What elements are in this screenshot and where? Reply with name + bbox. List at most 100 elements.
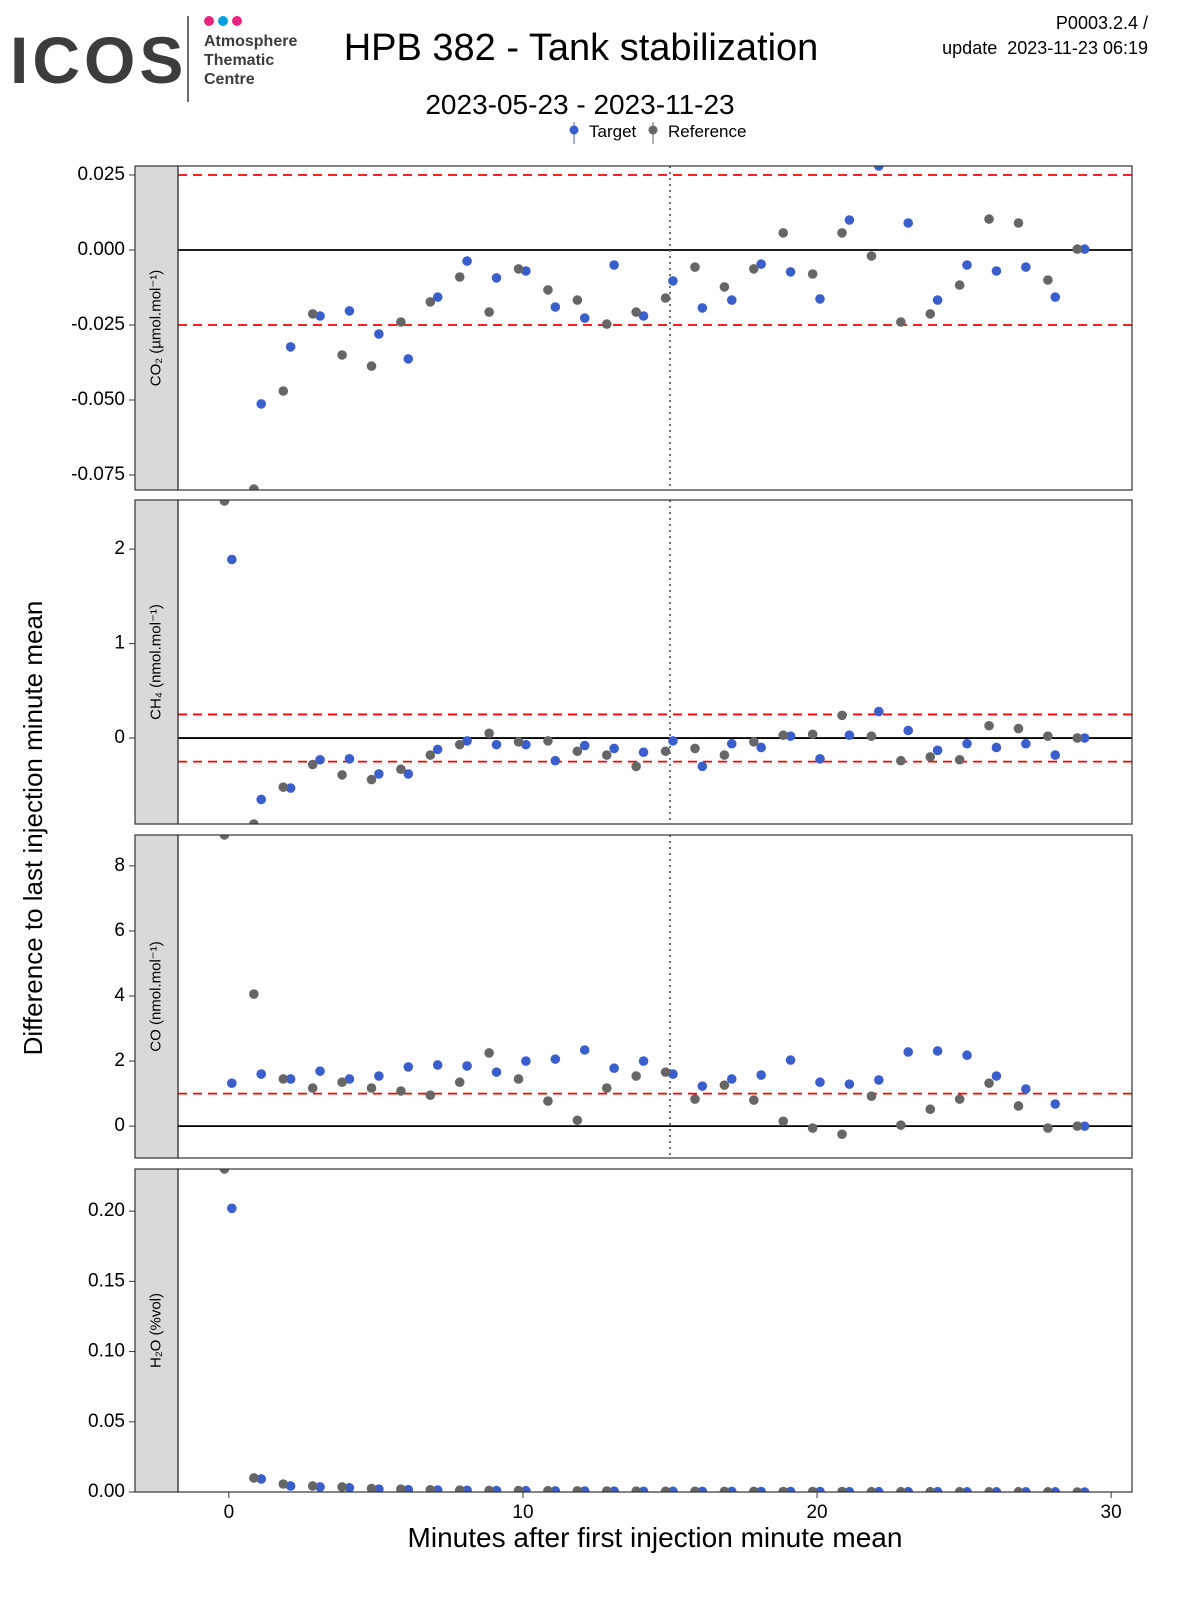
- point: [543, 736, 553, 746]
- point: [954, 1094, 965, 1104]
- point: [315, 1482, 325, 1492]
- y-tick-label: 0: [114, 727, 125, 748]
- logo-text: Atmosphere: [204, 33, 297, 50]
- y-tick-label: 8: [114, 855, 125, 876]
- point: [491, 739, 502, 750]
- point: [719, 282, 730, 292]
- point: [227, 1078, 237, 1088]
- point: [807, 269, 818, 279]
- point: [219, 835, 230, 840]
- point: [807, 729, 818, 740]
- point: [631, 1071, 641, 1081]
- strip-label: CH₄ (nmol.mol⁻¹): [147, 604, 164, 720]
- point: [344, 1482, 355, 1492]
- point: [1013, 1101, 1024, 1111]
- point: [991, 1487, 1002, 1492]
- point: [1043, 1123, 1053, 1133]
- point: [344, 754, 355, 764]
- point: [984, 1487, 994, 1492]
- point: [1072, 733, 1083, 743]
- point: [719, 750, 730, 760]
- point: [932, 1486, 943, 1492]
- y-tick-label: 6: [114, 920, 125, 941]
- point: [660, 293, 671, 303]
- point: [256, 1474, 267, 1484]
- point: [579, 313, 590, 323]
- point: [1079, 1487, 1090, 1492]
- point: [513, 264, 524, 274]
- panel-border: [177, 834, 1133, 1159]
- point: [660, 746, 671, 757]
- point: [638, 747, 649, 758]
- point: [249, 989, 259, 999]
- point: [425, 1090, 436, 1101]
- point: [1013, 1487, 1024, 1492]
- point: [807, 1123, 818, 1133]
- x-tick-label: 20: [806, 1502, 827, 1523]
- update: update 2023-11-23 06:19: [942, 38, 1148, 58]
- point: [697, 761, 708, 772]
- point: [1043, 275, 1053, 285]
- point: [697, 303, 708, 313]
- y-tick-label: -0.075: [71, 464, 125, 485]
- logo-dot: [232, 16, 242, 26]
- point: [374, 1071, 384, 1081]
- version: P0003.2.4 /: [1056, 13, 1148, 33]
- chart-title: HPB 382 - Tank stabilization: [344, 27, 819, 69]
- point: [396, 764, 406, 775]
- point: [1013, 723, 1024, 734]
- point: [719, 1486, 730, 1492]
- point: [749, 737, 759, 747]
- point: [690, 1094, 700, 1104]
- point: [1021, 738, 1031, 749]
- y-tick-label: 4: [114, 985, 125, 1006]
- point: [249, 1473, 259, 1483]
- point: [690, 1486, 700, 1492]
- panel: [178, 500, 1132, 824]
- point: [550, 1486, 561, 1492]
- point: [432, 1060, 443, 1070]
- point: [1050, 750, 1061, 760]
- point: [601, 319, 612, 329]
- point: [425, 297, 436, 307]
- point: [491, 273, 502, 283]
- point: [579, 740, 590, 751]
- strip-label: CO₂ (µmol.mol⁻¹): [147, 270, 164, 387]
- point: [697, 1486, 708, 1492]
- point: [579, 1486, 590, 1492]
- point: [579, 1045, 590, 1055]
- point: [1079, 733, 1090, 743]
- point: [631, 1486, 641, 1492]
- point: [866, 1486, 877, 1492]
- point: [756, 742, 766, 753]
- point: [249, 484, 259, 490]
- point: [462, 1061, 472, 1071]
- point: [984, 214, 994, 224]
- point: [962, 1050, 972, 1061]
- point: [896, 755, 906, 766]
- point: [344, 306, 355, 316]
- point: [925, 1486, 936, 1492]
- point: [719, 1080, 730, 1090]
- point: [991, 1071, 1002, 1081]
- point: [903, 725, 914, 736]
- y-tick-label: 0.00: [88, 1481, 125, 1502]
- point: [403, 1484, 414, 1492]
- point: [484, 728, 494, 739]
- point: [991, 266, 1002, 276]
- point: [550, 302, 561, 312]
- point: [638, 311, 649, 321]
- point: [425, 1484, 436, 1492]
- point: [513, 737, 524, 747]
- point: [454, 1077, 465, 1088]
- point: [778, 228, 789, 238]
- point: [668, 276, 678, 286]
- point: [631, 761, 641, 772]
- point: [344, 1074, 355, 1084]
- point: [896, 1120, 906, 1130]
- point: [454, 272, 465, 282]
- point: [484, 1048, 494, 1058]
- point: [307, 309, 318, 319]
- x-tick-label: 0: [224, 1502, 235, 1523]
- point: [690, 262, 700, 272]
